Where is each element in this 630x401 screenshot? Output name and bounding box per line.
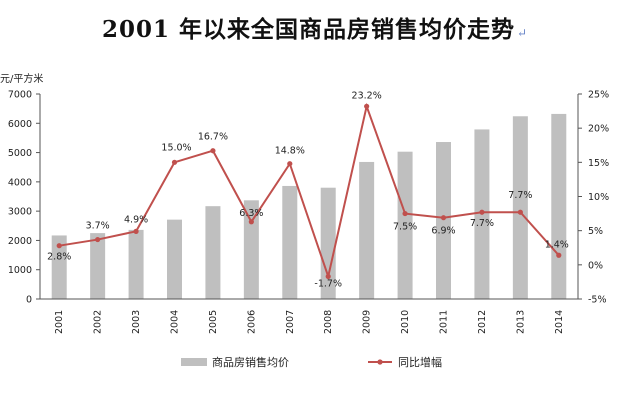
line-series: 2.8% 3.7% 4.9% 15.0% 16.7% 6.3% 14.8% -1.7% 23.2… [47, 90, 569, 289]
legend: 商品房销售均价 同比增幅 [181, 355, 442, 369]
right-tick-label: 10% [588, 192, 609, 203]
chart-title-text: 2001 年以来全国商品房销售均价走势 [101, 16, 515, 43]
x-tick-label: 2012 [477, 310, 488, 334]
data-label-2010: 7.5% [393, 222, 417, 233]
x-tick-label: 2002 [93, 310, 104, 334]
left-tick-label: 3000 [8, 207, 32, 218]
point-2005 [210, 148, 216, 154]
data-label-2007: 14.8% [275, 146, 305, 157]
growth-line [59, 102, 560, 281]
bar-2007 [282, 185, 298, 299]
left-tick-label: 5000 [8, 148, 32, 159]
x-tick-label: 2004 [170, 310, 181, 334]
x-tick-label: 2005 [208, 310, 219, 334]
point-2004 [171, 159, 178, 165]
point-2013 [517, 209, 523, 215]
right-tick-label: 20% [588, 124, 609, 135]
data-label-2002: 3.7% [86, 221, 110, 232]
bar-2003 [128, 229, 144, 299]
bar-2011 [436, 142, 451, 299]
bar-series [51, 113, 567, 300]
data-label-2009: 23.2% [352, 90, 382, 101]
data-label-2003: 4.9% [124, 214, 148, 225]
legend-line-marker [377, 359, 383, 365]
x-tick-label: 2010 [400, 310, 411, 334]
legend-bar-swatch [181, 358, 207, 366]
x-tick-label: 2001 [54, 310, 65, 334]
point-2012 [479, 209, 485, 215]
x-tick-label: 2003 [131, 310, 142, 334]
right-tick-label: 0% [588, 260, 603, 271]
point-2011 [440, 215, 447, 221]
bar-2010 [397, 151, 413, 299]
data-label-2012: 7.7% [470, 218, 494, 229]
bar-2001 [51, 235, 67, 299]
right-tick-label: 25% [588, 90, 609, 101]
x-tick-label: 2011 [439, 310, 450, 334]
right-tick-label: 15% [588, 158, 609, 169]
point-2009 [364, 103, 370, 109]
point-2007 [287, 161, 293, 167]
left-tick-label: 2000 [8, 236, 32, 247]
data-label-2008: -1.7% [314, 278, 342, 289]
x-tick-label: 2014 [554, 310, 565, 334]
data-label-2006: 6.3% [239, 208, 263, 219]
legend-line-label: 同比增幅 [398, 355, 442, 369]
data-label-2011: 6.9% [431, 226, 455, 237]
left-tick-label: 7000 [8, 90, 32, 101]
data-label-2005: 16.7% [198, 132, 228, 143]
point-2001 [56, 243, 62, 249]
right-tick-label: -5% [588, 295, 607, 306]
point-2003 [133, 228, 139, 234]
bar-2006 [243, 200, 259, 299]
bar-2004 [167, 219, 182, 299]
data-label-2001: 2.8% [47, 252, 71, 263]
legend-bar-label: 商品房销售均价 [212, 355, 289, 369]
bar-2013 [512, 116, 528, 299]
bar-2008 [320, 187, 336, 299]
chart-title: 2001 年以来全国商品房销售均价走势 ↵ [0, 10, 630, 44]
bar-2002 [90, 233, 106, 299]
left-tick-label: 4000 [8, 177, 32, 188]
bar-2005 [205, 206, 221, 299]
x-tick-label: 2007 [285, 310, 296, 334]
x-tick-label: 2008 [323, 310, 334, 334]
point-2006 [248, 219, 254, 225]
data-label-2013: 7.7% [508, 190, 532, 201]
x-tick-label: 2013 [515, 310, 526, 334]
right-tick-label: 5% [588, 226, 603, 237]
point-2008 [325, 273, 331, 280]
bar-2009 [359, 161, 375, 299]
point-2014 [556, 252, 562, 258]
data-label-2004: 15.0% [161, 142, 191, 153]
data-label-2014: 1.4% [545, 239, 569, 250]
return-mark-icon: ↵ [516, 26, 529, 40]
x-tick-label: 2006 [246, 310, 257, 334]
left-tick-label: 6000 [8, 119, 32, 130]
left-tick-label: 1000 [8, 265, 32, 276]
point-2010 [402, 210, 408, 217]
point-2002 [95, 236, 101, 243]
y-axis-unit-label: 元/平方米 [0, 72, 43, 85]
x-tick-label: 2009 [362, 310, 373, 334]
axes: 0 1000 2000 3000 4000 5000 6000 7000 -5% 0% 5% 10% 1… [0, 72, 609, 334]
bar-2014 [551, 113, 567, 300]
left-tick-label: 0 [26, 295, 32, 306]
